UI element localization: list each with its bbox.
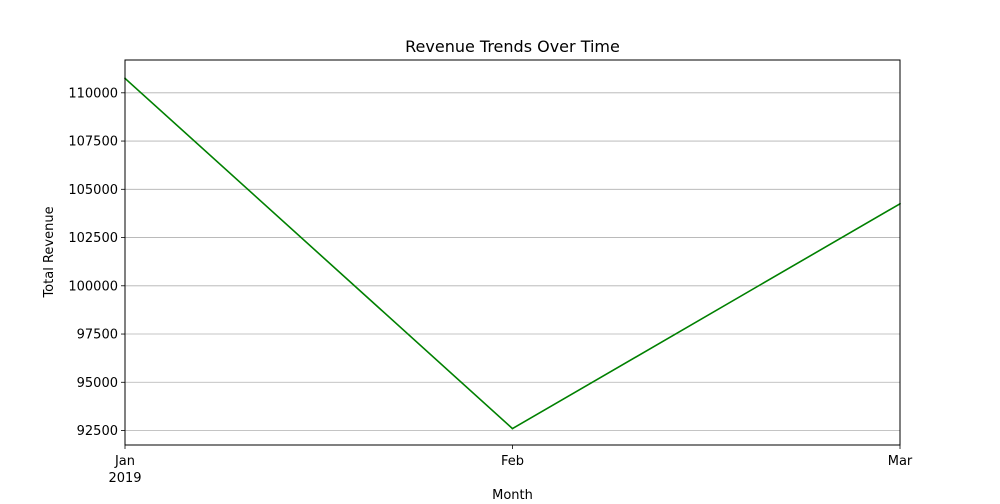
- chart-title: Revenue Trends Over Time: [405, 37, 620, 56]
- y-tick-label: 102500: [68, 231, 118, 246]
- x-tick-sublabel: 2019: [108, 471, 141, 486]
- y-axis-ticks: 92500 95000 97500 100000 102500 105000 107500 1…: [68, 86, 125, 439]
- x-axis-ticks: Jan 2019 Feb Mar: [108, 445, 913, 486]
- data-point: [511, 427, 514, 430]
- gridlines: [125, 92, 900, 431]
- y-tick-label: 92500: [77, 424, 118, 439]
- y-tick-label: 100000: [68, 279, 118, 294]
- y-axis-label: Total Revenue: [42, 206, 57, 298]
- y-tick-label: 97500: [77, 328, 118, 343]
- y-tick-label: 95000: [77, 376, 118, 391]
- y-tick-label: 105000: [68, 183, 118, 198]
- x-tick-label: Mar: [888, 454, 913, 469]
- x-axis-label: Month: [492, 488, 533, 500]
- y-tick-label: 107500: [68, 135, 118, 150]
- x-tick-label: Jan: [114, 454, 135, 469]
- x-tick-label: Feb: [501, 454, 524, 469]
- y-tick-label: 110000: [68, 86, 118, 101]
